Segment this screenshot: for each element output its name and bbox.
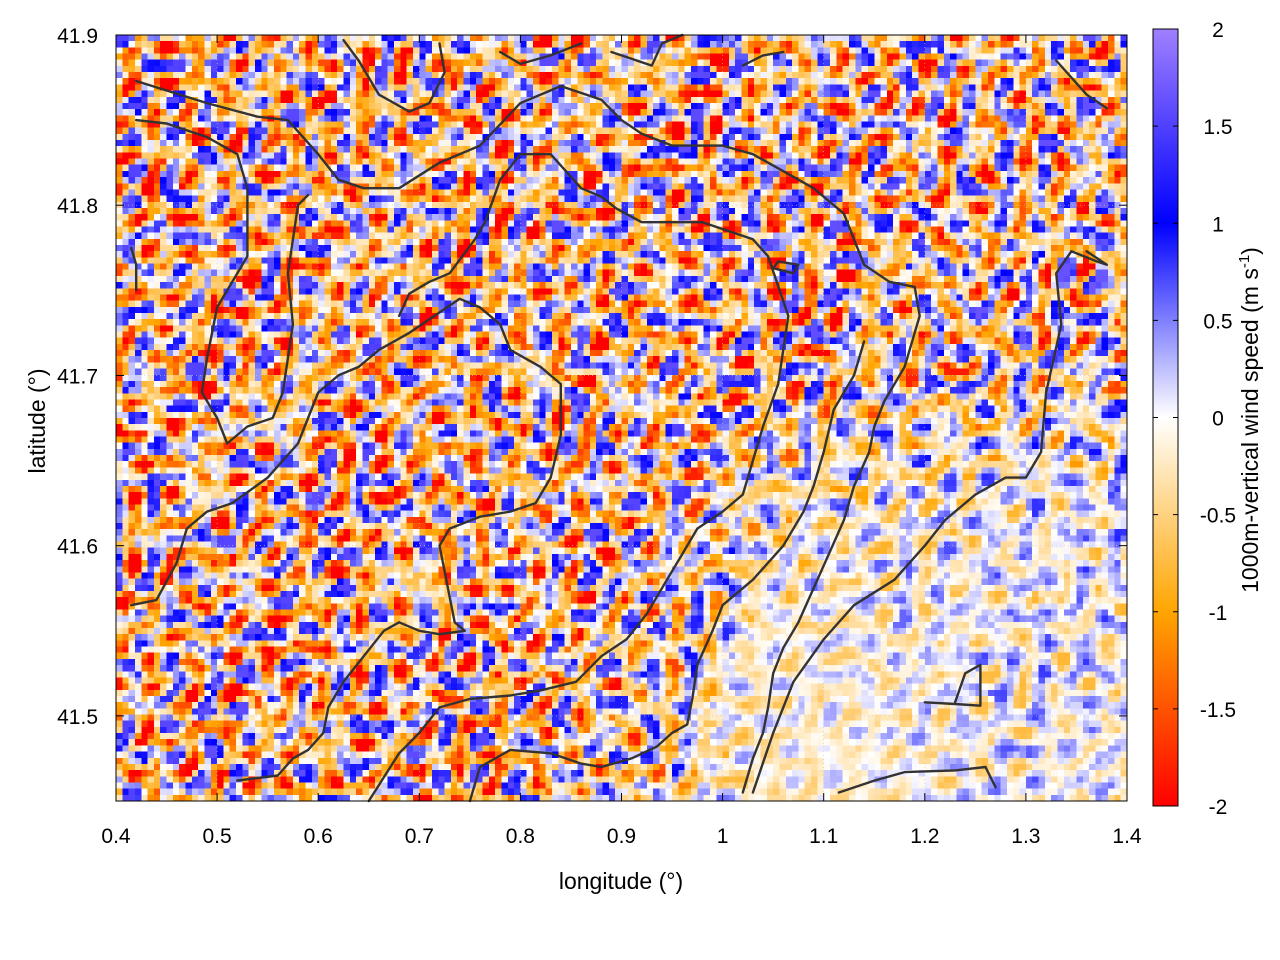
contour-line-1: [134, 79, 921, 794]
contour-line-6: [837, 765, 997, 794]
x-tick-label: 0.7: [405, 825, 434, 848]
y-tick-label: 41.5: [57, 706, 98, 729]
contour-line-3: [129, 297, 562, 782]
y-tick-label: 41.9: [57, 25, 98, 48]
colorbar-label-main: 1000m-vertical wind speed (m s: [1237, 268, 1263, 593]
x-tick-label: 0.8: [506, 825, 535, 848]
contour-line-15: [772, 260, 800, 275]
colorbar-label-exponent: -1: [1236, 255, 1253, 268]
x-tick-label: 1.1: [809, 825, 838, 848]
x-tick-label: 1.4: [1112, 825, 1142, 848]
colorbar-label: 1000m-vertical wind speed (m s-1): [1236, 247, 1263, 593]
contour-line-12: [741, 50, 785, 67]
wind-speed-raster: [116, 35, 1127, 801]
colorbar-tick-label: 0: [1212, 408, 1224, 431]
contour-line-5: [468, 340, 866, 803]
colorbar-tick-label: -1: [1209, 602, 1228, 625]
colorbar-tick-label: -1.5: [1200, 699, 1236, 722]
colorbar-tick-label: -0.5: [1200, 505, 1236, 528]
y-tick-label: 41.7: [57, 365, 98, 388]
y-tick-label: 41.6: [57, 536, 98, 559]
contour-line-8: [751, 249, 1109, 794]
contour-line-9: [342, 38, 446, 113]
x-tick-label: 0.5: [202, 825, 231, 848]
contour-line-10: [499, 42, 583, 66]
wind-speed-field: [116, 35, 1127, 801]
x-tick-label: 1.2: [910, 825, 939, 848]
contour-line-4: [367, 152, 790, 803]
y-axis-label: latitude (°): [24, 368, 50, 473]
x-tick-label: 1.3: [1011, 825, 1040, 848]
contour-line-14: [129, 246, 138, 292]
contour-line-7: [923, 663, 982, 707]
y-tick-label: 41.8: [57, 195, 98, 218]
contour-line-2: [134, 118, 310, 445]
x-axis-ticks: 0.4 0.5 0.6 0.7 0.8 0.9 1 1.1 1.2 1.3 1.4: [101, 35, 1142, 848]
x-tick-label: 1: [717, 825, 729, 848]
contour-line-11: [610, 33, 684, 67]
colorbar-label-close: ): [1237, 247, 1263, 255]
colorbar-tick-label: 1.5: [1203, 116, 1232, 139]
x-axis-label: longitude (°): [559, 868, 683, 894]
terrain-contours: [129, 33, 1109, 803]
colorbar-ticks: 2 1.5 1 0.5 0 -0.5 -1 -1.5 -2: [1153, 19, 1236, 819]
colorbar-tick-label: -2: [1209, 796, 1228, 819]
colorbar-tick-label: 0.5: [1203, 310, 1232, 333]
colorbar-tick-label: 2: [1212, 19, 1224, 42]
y-axis-ticks: 41.5 41.6 41.7 41.8 41.9: [57, 25, 1127, 729]
x-tick-label: 0.9: [607, 825, 636, 848]
x-tick-label: 0.6: [304, 825, 333, 848]
x-tick-label: 0.4: [101, 825, 131, 848]
colorbar-tick-label: 1: [1212, 213, 1224, 236]
contour-line-13: [1054, 59, 1109, 110]
